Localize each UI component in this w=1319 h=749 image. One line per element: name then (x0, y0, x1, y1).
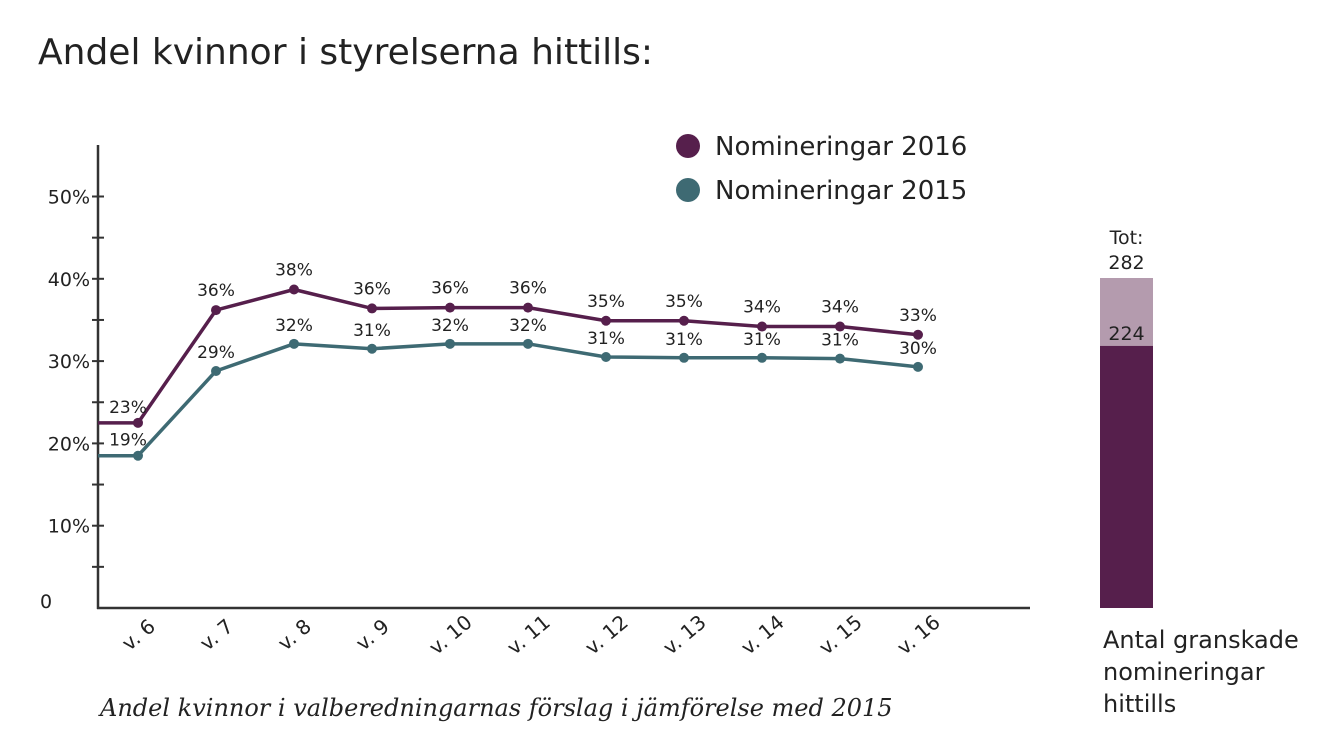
x-tick-label: v. 10 (424, 610, 477, 660)
x-tick-label: v. 16 (892, 610, 945, 660)
data-label: 23% (109, 398, 147, 418)
x-tick-label: v. 8 (273, 614, 316, 655)
data-point (835, 321, 845, 332)
bar-caption: Antal granskade nomineringar hittills (1103, 624, 1313, 720)
data-label: 34% (821, 298, 859, 318)
data-label: 32% (275, 316, 313, 336)
data-point (289, 338, 299, 349)
data-label: 30% (899, 339, 937, 359)
chart-title: Andel kvinnor i styrelserna hittills: (38, 32, 654, 73)
bar-total-caption: Tot: (1109, 227, 1144, 249)
data-point (367, 343, 377, 354)
data-point (523, 338, 533, 349)
bar-total-value: 282 (1108, 252, 1144, 274)
data-label: 36% (197, 281, 235, 301)
data-label: 36% (431, 279, 469, 299)
data-point (445, 338, 455, 349)
data-point (601, 351, 611, 362)
x-tick-label: v. 11 (502, 610, 555, 660)
y-tick-label: 10% (48, 516, 90, 538)
data-point (913, 361, 923, 372)
data-point (601, 315, 611, 326)
legend-label: Nomineringar 2015 (715, 176, 967, 206)
series-lines: 23% 36% 38% 36% 36% 36% 35% 35% 34% 34% 33% 19% 29% 3… (98, 260, 937, 461)
data-point (679, 315, 689, 326)
bar-reviewed-value: 224 (1108, 323, 1144, 345)
data-point (211, 365, 221, 376)
data-point (757, 352, 767, 363)
series-line (98, 342, 919, 458)
y-tick-label: 30% (48, 351, 90, 373)
data-point (289, 284, 299, 295)
y-tick-label: 0 (40, 591, 52, 613)
bar-caption-line-2: nomineringar (1103, 658, 1265, 686)
data-label: 34% (743, 298, 781, 318)
data-label: 36% (353, 279, 391, 299)
data-label: 29% (197, 343, 235, 363)
data-label: 19% (109, 431, 147, 451)
legend-marker (676, 134, 700, 158)
x-tick-label: v. 12 (580, 610, 633, 660)
data-label: 31% (743, 330, 781, 350)
data-point (757, 321, 767, 332)
axes (96, 145, 1030, 610)
data-point (523, 302, 533, 313)
data-point (913, 329, 923, 340)
chart-subtitle: Andel kvinnor i valberedningarnas försla… (100, 694, 893, 722)
data-label: 31% (587, 329, 625, 349)
data-label: 35% (587, 292, 625, 312)
data-point (211, 305, 221, 316)
y-axis-ticks: 0 10% 20% 30% 40% 50% (40, 187, 104, 613)
data-point (133, 450, 143, 461)
legend-label: Nomineringar 2016 (715, 132, 967, 162)
data-label: 32% (509, 316, 547, 336)
total-bar-chart: Tot: 282 224 (1100, 227, 1153, 608)
data-point (367, 303, 377, 314)
y-tick-label: 50% (48, 187, 90, 209)
bar-caption-line-3: hittills (1103, 690, 1177, 718)
data-point (679, 352, 689, 363)
bar-caption-line-1: Antal granskade (1103, 626, 1299, 654)
bar-total-segment (1100, 278, 1153, 346)
x-tick-label: v. 14 (736, 610, 789, 660)
data-label: 33% (899, 306, 937, 326)
x-tick-label: v. 6 (117, 614, 160, 655)
data-point (133, 417, 143, 428)
bar-reviewed-segment (1100, 345, 1153, 608)
x-tick-label: v. 9 (351, 614, 394, 655)
x-tick-label: v. 13 (658, 610, 711, 660)
data-label: 38% (275, 260, 313, 280)
data-label: 31% (665, 330, 703, 350)
data-label: 32% (431, 316, 469, 336)
y-tick-label: 40% (48, 269, 90, 291)
data-label: 31% (821, 331, 859, 351)
data-label: 36% (509, 279, 547, 299)
data-point (835, 353, 845, 364)
data-label: 31% (353, 321, 391, 341)
legend-marker (676, 178, 700, 202)
data-point (445, 302, 455, 313)
x-tick-label: v. 15 (814, 610, 867, 660)
x-axis-labels: v. 6 v. 7 v. 8 v. 9 v. 10 v. 11 v. 12 v. 13 v. 1… (117, 610, 945, 660)
x-tick-label: v. 7 (195, 614, 238, 655)
y-tick-label: 20% (48, 433, 90, 455)
data-label: 35% (665, 292, 703, 312)
legend: Nomineringar 2016 Nomineringar 2015 (676, 132, 967, 206)
series-line (98, 287, 919, 425)
